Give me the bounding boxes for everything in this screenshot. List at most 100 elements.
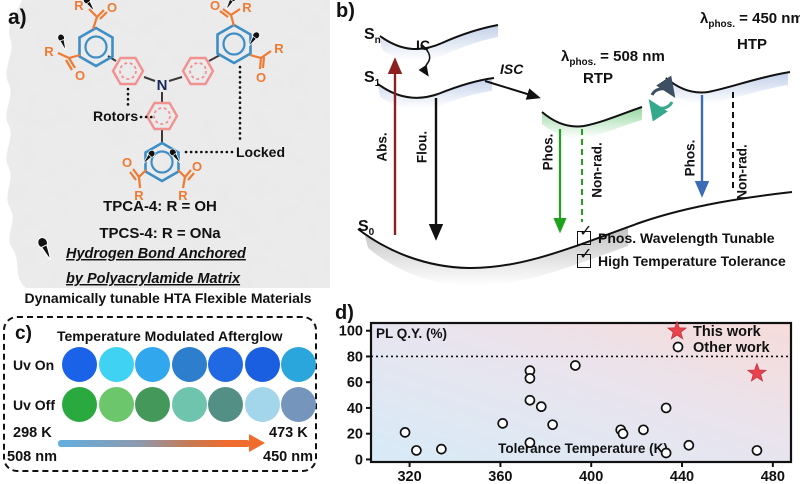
panel-a-label: a) (8, 6, 27, 29)
scatter-point-other-work (524, 437, 536, 449)
check-wavelength-tunable: ✓ Phos. Wavelength Tunable (577, 223, 775, 246)
matrix-background (0, 0, 330, 420)
r-label: R (134, 188, 144, 203)
afterglow-circle (208, 347, 243, 382)
abs-label: Abs. (374, 132, 390, 162)
htp-name: HTP (737, 36, 767, 53)
y-tick-label: 0 (355, 452, 363, 468)
uv-off-circles (62, 387, 316, 422)
lambda-sub: phos. (569, 57, 597, 68)
check-label: High Temperature Tolerance (598, 253, 786, 269)
panel-a-caption: Dynamically tunable HTA Flexible Materia… (24, 290, 312, 306)
afterglow-circle (244, 387, 280, 422)
carboxyl-bonds (57, 8, 272, 189)
r-label: R (274, 41, 284, 56)
compound-2: TPCS-4: R = ONa (99, 225, 221, 242)
lambda-symbol: λ (561, 48, 570, 65)
wavelength-start: 508 nm (7, 449, 57, 465)
lambda-symbol: λ (700, 10, 709, 27)
x-tick-label: 320 (397, 469, 421, 484)
compound-1: TPCA-4: R = OH (103, 198, 217, 215)
ic-arrow (418, 44, 431, 77)
state-s1-base: S (364, 69, 375, 86)
x-tick-label: 440 (670, 469, 694, 484)
y-axis-label: PL Q.Y. (%) (376, 326, 447, 341)
checkbox-icon: ✓ (577, 223, 592, 245)
panel-c-title: Temperature Modulated Afterglow (57, 328, 283, 344)
panel-d: d) PL Q.Y. (%) Tolerance Temperature (K)… (330, 300, 800, 484)
plot-frame (369, 321, 793, 464)
scatter-point-other-work (411, 445, 422, 456)
state-s1: S1 (364, 69, 380, 89)
afterglow-circle (135, 347, 170, 382)
htp-phos-label: Phos. (682, 139, 698, 177)
state-s0-sub: 0 (368, 227, 375, 239)
o-label: O (210, 0, 220, 13)
pl-qy-scatter-chart: PL Q.Y. (%) Tolerance Temperature (K) 32… (339, 320, 793, 484)
o-label: O (75, 68, 85, 83)
x-axis-label: Tolerance Temperature (K) (498, 441, 668, 456)
state-sn: Sn (364, 26, 381, 46)
scatter-point-other-work (660, 402, 672, 414)
check-temperature-tolerance: ✓ High Temperature Tolerance (577, 246, 786, 269)
scatter-point-other-work (535, 401, 547, 413)
afterglow-circle (98, 387, 134, 422)
locked-label: Locked (236, 144, 285, 160)
y-tick-label: 80 (347, 349, 363, 365)
panel-b-label: b) (336, 0, 355, 22)
panel-d-label: d) (335, 302, 354, 324)
state-sn-base: S (364, 26, 375, 43)
anchor-note-line1: Hydrogen Bond Anchored (66, 246, 247, 262)
state-curves (357, 24, 793, 270)
panel-a: a) (0, 0, 330, 420)
scatter-point-other-work (751, 445, 763, 456)
checkbox-icon: ✓ (577, 246, 592, 268)
annotation-dots (126, 65, 242, 154)
molecule-diagram: a) (0, 0, 330, 420)
afterglow-circle (281, 387, 316, 422)
rtp-nonrad-label: Non-rad. (589, 142, 605, 198)
state-s0-base: S (358, 218, 369, 235)
afterglow-circle (171, 347, 207, 382)
check-mark-icon: ✓ (579, 223, 593, 240)
y-tick-label: 40 (347, 401, 363, 417)
scatter-point-other-work (524, 372, 536, 384)
afterglow-circle (281, 347, 316, 382)
afterglow-circle (208, 387, 243, 422)
lambda-sub: phos. (708, 19, 736, 30)
lambda-value: = 450 nm (735, 10, 800, 27)
scatter-point-other-work (617, 428, 629, 440)
temp-end: 473 K (269, 425, 308, 441)
check-mark-icon: ✓ (579, 246, 593, 263)
scatter-point-other-work (660, 447, 672, 459)
o-label: O (192, 159, 202, 174)
carboxyl-labels: R O R O O R R O O R O R (44, 0, 284, 203)
afterglow-circle (62, 387, 97, 422)
scatter-point-other-work (399, 427, 411, 438)
anchor-note-line2: by Polyacrylamide Matrix (66, 271, 241, 287)
r-label: R (44, 44, 54, 59)
scatter-point-other-work (497, 418, 509, 429)
state-s0: S0 (358, 218, 374, 238)
energy-diagram (357, 24, 793, 287)
legend-other-work: Other work (693, 340, 770, 356)
rotor-rings (111, 56, 215, 131)
htp-wavelength: λphos. = 450 nm (700, 10, 800, 30)
rtp-phos-label: Phos. (540, 133, 556, 171)
state-s1-sub: 1 (374, 78, 381, 90)
state-sn-sub: n (374, 35, 381, 47)
htp-nonrad-label: Non-rad. (734, 144, 750, 200)
scatter-point-other-work (569, 360, 581, 371)
uv-on-circles (62, 347, 316, 382)
isc-label: ISC (500, 61, 524, 77)
temperature-gradient-arrow (58, 440, 250, 447)
ic-label: IC (416, 37, 430, 53)
interconversion-icon (648, 75, 676, 122)
wavelength-end: 450 nm (263, 449, 313, 465)
panel-c-label: c) (15, 323, 32, 344)
afterglow-circle (244, 347, 280, 382)
panel-c: c) Temperature Modulated Afterglow Uv On… (3, 316, 317, 472)
o-label: O (256, 70, 266, 85)
flou-label: Flou. (414, 130, 430, 164)
